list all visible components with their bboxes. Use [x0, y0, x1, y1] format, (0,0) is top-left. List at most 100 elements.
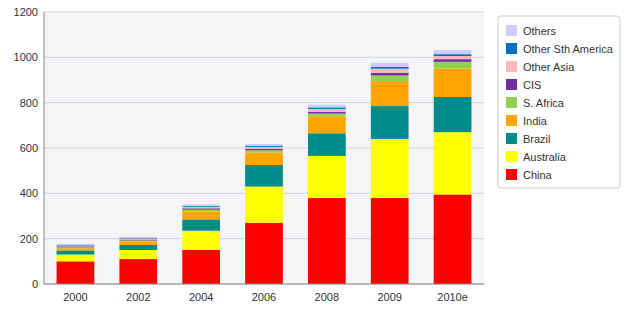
legend-swatch [506, 97, 517, 108]
bar-segment [57, 261, 95, 284]
grid-line [44, 57, 484, 58]
plot-background [44, 12, 484, 284]
bar-segment [371, 106, 409, 139]
legend-swatch [506, 133, 517, 144]
bar-segment [434, 50, 472, 54]
bar-segment [182, 231, 220, 250]
bar-segment [119, 250, 157, 259]
grid-line [44, 102, 484, 103]
bar-segment [434, 62, 472, 69]
y-tick-label: 200 [20, 233, 38, 245]
x-tick-label: 2010e [437, 291, 468, 303]
bar-segment [434, 56, 472, 59]
bar-segment [182, 207, 220, 209]
grid-line [44, 284, 484, 285]
bar-segment [434, 132, 472, 194]
bar-segment [245, 149, 283, 151]
legend-label: Other Sth America [523, 43, 614, 55]
bar-segment [371, 73, 409, 76]
bar-segment [119, 242, 157, 245]
y-tick-label: 400 [20, 187, 38, 199]
bar-segment [434, 59, 472, 62]
bar-segment [119, 259, 157, 284]
bar-segment [371, 67, 409, 69]
bar-segment [308, 198, 346, 284]
bar-segment [245, 144, 283, 146]
grid-line [44, 12, 484, 13]
legend-swatch [506, 61, 517, 72]
bar-segment [308, 133, 346, 156]
x-axis-line [44, 284, 484, 285]
bar-segment [245, 153, 283, 165]
bar-segment [371, 75, 409, 81]
legend-label: China [523, 169, 553, 181]
legend-swatch [506, 79, 517, 90]
bar-segment [182, 204, 220, 205]
bar-segment [245, 223, 283, 284]
bar-segment [182, 219, 220, 230]
bar-segment [371, 139, 409, 198]
x-axis: 2000200220042006200820092010e [63, 291, 468, 303]
bar-segment [434, 194, 472, 284]
bar-segment [308, 109, 346, 112]
bar-segment [182, 205, 220, 207]
y-tick-label: 1200 [14, 6, 38, 18]
x-tick-label: 2004 [189, 291, 213, 303]
bar-segment [308, 116, 346, 133]
bar-segment [308, 105, 346, 108]
bar-segment [245, 150, 283, 152]
bar-segment [57, 244, 95, 246]
bar-segment [119, 237, 157, 239]
legend-label: India [523, 115, 548, 127]
legend-label: S. Africa [523, 97, 565, 109]
legend-swatch [506, 25, 517, 36]
bar-segment [57, 243, 95, 245]
y-axis: 020040060080010001200 [14, 6, 484, 290]
y-tick-label: 0 [32, 278, 38, 290]
bar-segment [371, 69, 409, 73]
bar-segment [434, 69, 472, 97]
bar-segment [182, 208, 220, 209]
legend-label: Other Asia [523, 61, 575, 73]
legend-swatch [506, 151, 517, 162]
legend-label: Others [523, 25, 557, 37]
bar-segment [371, 198, 409, 284]
bar-segment [119, 240, 157, 241]
bar-segment [57, 245, 95, 247]
bar-segment [371, 63, 409, 67]
bar-segment [119, 245, 157, 250]
bar-segment [245, 147, 283, 149]
x-tick-label: 2006 [252, 291, 276, 303]
bar-segment [434, 97, 472, 132]
bar-segment [57, 246, 95, 248]
bar-segment [245, 165, 283, 187]
legend: Others Other Sth America Other Asia CIS S. A… [498, 16, 620, 188]
bar-segment [308, 112, 346, 114]
bar-segment [119, 239, 157, 241]
bar-segment [119, 238, 157, 239]
bar-segment [245, 187, 283, 223]
legend-label: CIS [523, 79, 541, 91]
x-tick-label: 2000 [63, 291, 87, 303]
legend-label: Brazil [523, 133, 551, 145]
bar-segment [245, 146, 283, 147]
x-tick-label: 2008 [315, 291, 339, 303]
chart-container: 0200400600800100012002000200220042006200… [0, 0, 634, 312]
bar-segment [308, 156, 346, 198]
legend-swatch [506, 169, 517, 180]
bar-segment [182, 210, 220, 212]
y-tick-label: 600 [20, 142, 38, 154]
bar-segment [308, 107, 346, 109]
bars [57, 50, 472, 284]
chart-svg: 0200400600800100012002000200220042006200… [0, 0, 634, 312]
bar-segment [308, 114, 346, 117]
bar-segment [57, 248, 95, 250]
bar-segment [57, 255, 95, 262]
bar-segment [434, 54, 472, 56]
legend-swatch [506, 115, 517, 126]
x-tick-label: 2002 [126, 291, 150, 303]
y-tick-label: 800 [20, 97, 38, 109]
y-axis-line [44, 12, 45, 284]
legend-box [498, 16, 620, 188]
bar-segment [182, 211, 220, 219]
